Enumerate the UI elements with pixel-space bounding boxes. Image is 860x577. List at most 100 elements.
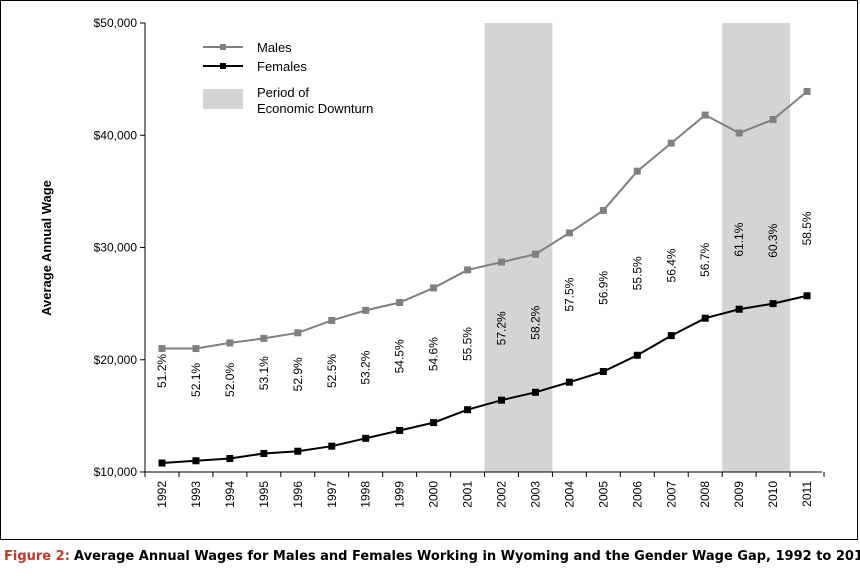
females-point: [430, 419, 438, 427]
x-tick-label: 2009: [732, 481, 746, 508]
x-tick-label: 1998: [359, 481, 373, 508]
males-point: [260, 334, 268, 342]
gap-label: 57.2%: [495, 311, 509, 345]
gap-label: 53.2%: [359, 350, 373, 384]
females-point: [667, 332, 675, 340]
females-point: [464, 406, 472, 414]
females-point: [328, 442, 336, 450]
x-tick-label: 2000: [427, 481, 441, 508]
x-tick-label: 2008: [698, 481, 712, 508]
line-chart: $10,000 $20,000 $30,000 $40,000 $50,000 1992 1…: [39, 16, 825, 508]
axes: $10,000 $20,000 $30,000 $40,000 $50,000 1992 1…: [94, 16, 825, 508]
males-point: [328, 316, 336, 324]
females-point: [294, 447, 302, 455]
males-line: [162, 90, 808, 350]
y-tick-label: $20,000: [94, 353, 138, 367]
females-point: [260, 449, 268, 457]
x-tick-label: 2002: [495, 481, 509, 508]
gap-label: 61.1%: [732, 222, 746, 256]
males-point: [769, 116, 777, 124]
males-point: [430, 284, 438, 292]
x-tick-label: 1993: [189, 481, 203, 508]
x-tick-label: 2011: [800, 481, 814, 507]
x-tick-label: 2005: [596, 481, 610, 508]
gap-label: 55.5%: [630, 256, 644, 290]
females-point: [226, 455, 234, 463]
gap-label: 51.2%: [155, 354, 169, 388]
females-point: [158, 459, 166, 467]
x-tick-label: 2004: [562, 481, 576, 508]
x-tick-label: 2006: [630, 481, 644, 508]
series-lines: [158, 87, 811, 467]
males-point: [701, 111, 709, 119]
legend-females-label: Females: [257, 59, 307, 74]
figure-title: Average Annual Wages for Males and Femal…: [74, 549, 860, 564]
legend-downturn-swatch: [203, 89, 243, 109]
x-tick-label: 1995: [257, 481, 271, 508]
females-point: [362, 434, 370, 442]
downturn-band: [484, 23, 553, 472]
females-point: [769, 300, 777, 308]
x-tick-label: 1999: [393, 481, 407, 508]
females-point: [531, 388, 539, 396]
females-line: [161, 294, 808, 465]
x-tick-label: 1997: [325, 481, 339, 508]
chart-frame: [0, 0, 858, 540]
gap-label: 56.7%: [698, 243, 712, 277]
males-point: [531, 250, 539, 258]
females-point: [565, 378, 573, 386]
gap-label: 54.6%: [427, 337, 441, 371]
legend-downturn-label: Period of: [257, 85, 309, 100]
males-point: [464, 266, 472, 274]
x-tick-label: 1992: [155, 481, 169, 508]
gap-label: 56.9%: [596, 271, 610, 305]
legend-females-marker: [220, 63, 226, 69]
females-point: [192, 457, 200, 465]
gap-label: 52.9%: [291, 357, 305, 391]
males-point: [599, 206, 607, 214]
males-point: [803, 87, 811, 95]
y-axis-label: Average Annual Wage: [39, 180, 54, 316]
figure-label: Figure 2:: [4, 549, 70, 564]
males-point: [735, 129, 743, 137]
legend-downturn-label: Economic Downturn: [257, 101, 373, 116]
legend-males-marker: [220, 44, 226, 50]
y-tick-label: $40,000: [94, 128, 138, 142]
gap-label: 54.5%: [393, 339, 407, 373]
y-tick-label: $30,000: [94, 241, 138, 255]
gap-label: 57.5%: [562, 277, 576, 311]
males-point: [192, 345, 200, 353]
y-tick-label: $10,000: [94, 465, 138, 479]
gap-label: 55.5%: [461, 327, 475, 361]
downturn-band: [722, 23, 791, 472]
gap-label: 58.2%: [528, 305, 542, 339]
gap-label: 52.5%: [325, 354, 339, 388]
males-point: [158, 345, 166, 353]
x-tick-label: 2001: [461, 481, 475, 508]
females-point: [735, 305, 743, 313]
x-tick-label: 2003: [528, 481, 542, 508]
legend-males-label: Males: [257, 40, 292, 55]
females-point: [701, 314, 709, 322]
males-point: [362, 306, 370, 314]
males-point: [226, 339, 234, 347]
x-tick-label: 1994: [223, 481, 237, 508]
males-point: [396, 299, 404, 307]
gap-label: 56.4%: [664, 248, 678, 282]
gap-label: 52.1%: [189, 363, 203, 397]
gap-label: 60.3%: [766, 223, 780, 257]
gap-label: 52.0%: [223, 363, 237, 397]
females-point: [599, 368, 607, 376]
males-point: [667, 139, 675, 147]
females-point: [498, 396, 505, 404]
males-point: [294, 329, 302, 337]
males-point: [633, 167, 641, 175]
x-tick-label: 2010: [766, 481, 780, 508]
x-tick-label: 1996: [291, 481, 305, 508]
y-tick-label: $50,000: [94, 16, 138, 30]
gap-label: 53.1%: [257, 356, 271, 390]
gap-label: 58.5%: [800, 211, 814, 245]
gap-labels: 51.2% 52.1% 52.0% 53.1% 52.9% 52.5% 53.2% 54.5%…: [155, 211, 814, 397]
females-point: [633, 351, 641, 359]
